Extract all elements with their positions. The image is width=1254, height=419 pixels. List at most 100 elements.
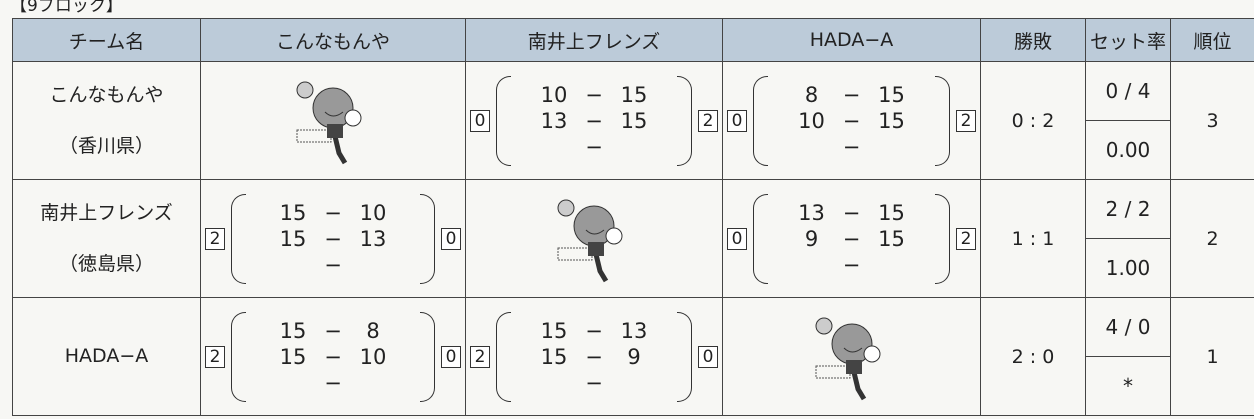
- paren: [420, 193, 435, 284]
- sets-left: 2: [205, 227, 225, 250]
- caption: 【9ブロック】: [10, 0, 123, 16]
- score-line: 15−13: [511, 318, 677, 344]
- score: 8: [366, 318, 380, 343]
- header-cell: 順位: [1170, 18, 1254, 62]
- paren: [231, 311, 246, 402]
- score-line: 9−15: [768, 226, 935, 252]
- score-line: 15−10: [246, 344, 420, 370]
- score-line: 13−15: [768, 200, 935, 226]
- header-cell: HADA−A: [722, 18, 981, 62]
- dash: −: [324, 252, 342, 277]
- match-cell: [722, 297, 981, 416]
- header-cell: セット率: [1085, 18, 1171, 62]
- score-line: 15−13: [246, 226, 420, 252]
- score-line: 15−8: [246, 318, 420, 344]
- set-rate: 2 / 2 1.00: [1085, 179, 1171, 298]
- sets-right: 2: [956, 109, 976, 132]
- score-line: −: [246, 252, 420, 278]
- score: 15: [878, 108, 905, 133]
- match-cell: 0 8−15 10−15−2: [722, 61, 981, 180]
- rate: 0.00: [1105, 138, 1151, 162]
- scores: 8−15 10−15−: [753, 75, 950, 166]
- score-line: 10−15: [511, 82, 677, 108]
- match-cell: [200, 61, 466, 180]
- rank: 2: [1170, 179, 1254, 298]
- score: 15: [279, 200, 307, 225]
- dash: −: [585, 318, 603, 343]
- score-lines: 15−10 15−13−: [246, 200, 420, 278]
- header-cell: チーム名: [12, 18, 201, 62]
- match: 0 10−15 13−15−2: [466, 62, 722, 179]
- dash: −: [585, 344, 603, 369]
- mascot: [296, 81, 362, 165]
- dash: −: [585, 82, 603, 107]
- team-pref: （香川県）: [58, 134, 154, 157]
- rank: 3: [1170, 61, 1254, 180]
- score-lines: 10−15 13−15−: [511, 82, 677, 160]
- row: こんなもんや （香川県） 0 10−15 13−15−2 0 8−15 10−15−2 0 : …: [12, 61, 1254, 180]
- set-rate: 4 / 0 *: [1085, 297, 1171, 416]
- score-line: −: [768, 134, 935, 160]
- dash: −: [324, 226, 342, 251]
- sets-left: 2: [470, 345, 490, 368]
- dash: −: [842, 108, 861, 133]
- sets: 4 / 0: [1086, 298, 1170, 357]
- score: 15: [540, 344, 568, 369]
- mascot: [557, 199, 623, 283]
- match-cell: 2 15−8 15−10−0: [200, 297, 466, 416]
- paren: [496, 311, 511, 402]
- dash: −: [324, 370, 342, 395]
- sets-right: 0: [698, 345, 718, 368]
- scores: 15−8 15−10−: [231, 311, 435, 402]
- score-lines: 15−13 15−9−: [511, 318, 677, 396]
- paren: [935, 193, 950, 284]
- score-line: 10−15: [768, 108, 935, 134]
- score: 15: [620, 108, 648, 133]
- header-cell: 勝敗: [980, 18, 1086, 62]
- score: 10: [359, 200, 387, 225]
- score-line: −: [511, 370, 677, 396]
- dash: −: [585, 108, 603, 133]
- team-cell: HADA−A: [12, 297, 201, 416]
- match-cell: 2 15−13 15−9−0: [465, 297, 723, 416]
- paren: [753, 193, 768, 284]
- rank: 1: [1170, 297, 1254, 416]
- score: 9: [804, 226, 819, 251]
- sets-right: 2: [956, 227, 976, 250]
- score-line: 15−10: [246, 200, 420, 226]
- score-line: −: [768, 252, 935, 278]
- score: 15: [279, 344, 307, 369]
- score: 8: [804, 82, 819, 107]
- mascot-wrap: [723, 304, 980, 409]
- sets: 2 / 2: [1086, 180, 1170, 239]
- match-cell: 0 13−15 9−15−2: [722, 179, 981, 298]
- paren: [231, 193, 246, 284]
- score: 13: [540, 108, 568, 133]
- mascot-wrap: [201, 68, 465, 173]
- dash: −: [842, 200, 861, 225]
- sets-left: 2: [205, 345, 225, 368]
- score-lines: 8−15 10−15−: [768, 82, 935, 160]
- mascot: [815, 317, 880, 401]
- score: 15: [878, 226, 905, 251]
- score: 15: [878, 200, 905, 225]
- sets-right: 2: [698, 109, 718, 132]
- paren: [935, 75, 950, 166]
- score-line: −: [511, 134, 677, 160]
- record: 0 : 2: [980, 61, 1086, 180]
- match: 2 15−8 15−10−0: [201, 298, 465, 415]
- paren: [753, 75, 768, 166]
- match-cell: 0 10−15 13−15−2: [465, 61, 723, 180]
- dash: −: [842, 252, 861, 277]
- rate: *: [1123, 374, 1133, 398]
- dash: −: [324, 344, 342, 369]
- team-cell: こんなもんや （香川県）: [12, 61, 201, 180]
- score: 9: [627, 344, 641, 369]
- score: 15: [620, 82, 648, 107]
- score: 10: [798, 108, 825, 133]
- score-line: 15−9: [511, 344, 677, 370]
- team-name: HADA−A: [64, 345, 149, 368]
- score-line: −: [246, 370, 420, 396]
- team-name: こんなもんや: [49, 83, 164, 106]
